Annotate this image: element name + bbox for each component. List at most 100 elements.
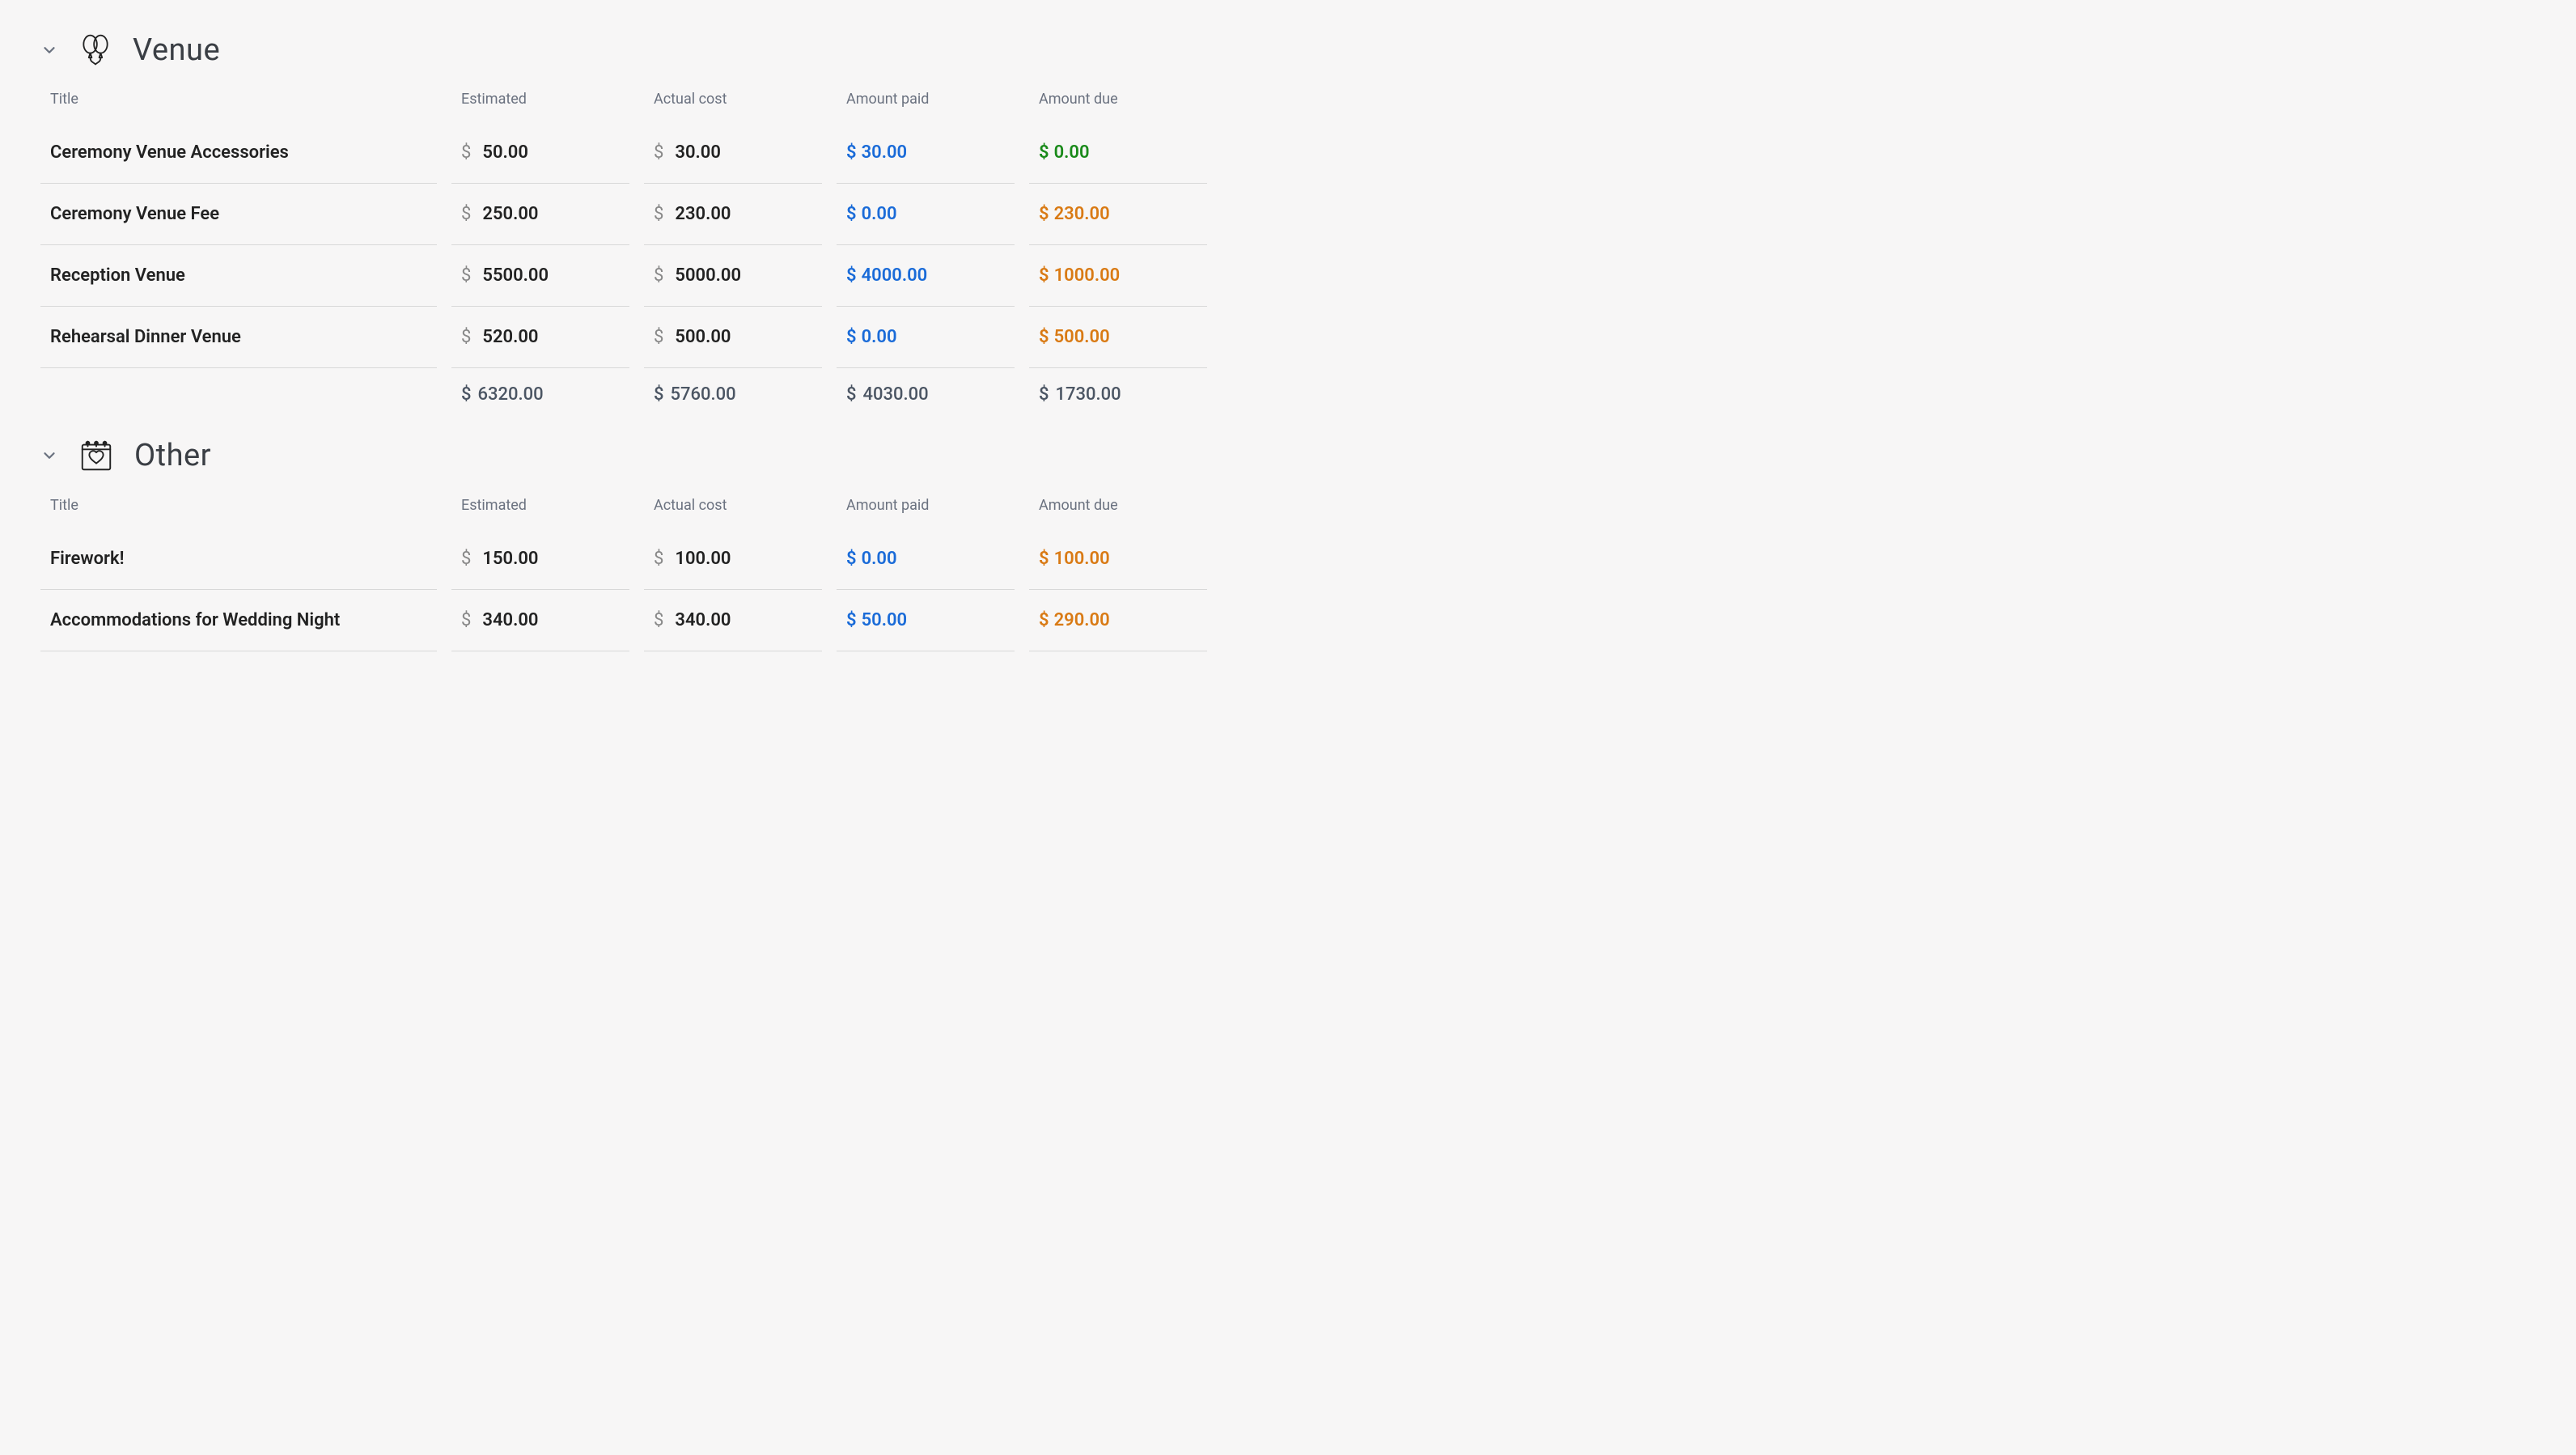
budget-grid: TitleEstimatedActual costAmount paidAmou…: [40, 91, 2536, 405]
dollar-sign: $: [1039, 384, 1049, 405]
dollar-sign: $: [461, 549, 471, 569]
row-paid[interactable]: $30.00: [837, 122, 1015, 184]
row-title[interactable]: Ceremony Venue Fee: [40, 184, 437, 245]
actual-value: 30.00: [675, 142, 721, 163]
estimated-value: 340.00: [482, 610, 538, 630]
column-header-estimated: Estimated: [451, 497, 629, 528]
estimated-value: 150.00: [482, 549, 538, 569]
chevron-down-icon[interactable]: [40, 41, 58, 59]
row-due[interactable]: $1000.00: [1029, 245, 1207, 307]
column-header-due: Amount due: [1029, 91, 1207, 122]
row-actual[interactable]: $100.00: [644, 528, 822, 590]
dollar-sign: $: [461, 384, 472, 405]
total-value: 5760.00: [671, 384, 736, 405]
paid-value: 4000.00: [862, 265, 928, 286]
dollar-sign: $: [654, 265, 663, 286]
row-estimated[interactable]: $520.00: [451, 307, 629, 368]
estimated-value: 520.00: [482, 327, 538, 347]
totals-spacer: [40, 379, 437, 395]
row-actual[interactable]: $230.00: [644, 184, 822, 245]
total-value: 6320.00: [478, 384, 544, 405]
row-due[interactable]: $230.00: [1029, 184, 1207, 245]
column-header-title: Title: [40, 497, 437, 528]
paid-value: 30.00: [862, 142, 908, 163]
dollar-sign: $: [461, 265, 471, 286]
actual-value: 340.00: [675, 610, 731, 630]
row-due[interactable]: $100.00: [1029, 528, 1207, 590]
due-value: 100.00: [1054, 549, 1110, 569]
total-value: 4030.00: [863, 384, 929, 405]
chevron-down-icon[interactable]: [40, 447, 58, 464]
column-header-due: Amount due: [1029, 497, 1207, 528]
total-paid: $4030.00: [837, 368, 1015, 405]
dollar-sign: $: [654, 384, 664, 405]
row-paid[interactable]: $0.00: [837, 307, 1015, 368]
section-title: Other: [134, 438, 211, 473]
dollar-sign: $: [654, 204, 663, 224]
actual-value: 5000.00: [675, 265, 741, 286]
column-header-title: Title: [40, 91, 437, 122]
calendar-heart-icon: [78, 437, 115, 474]
row-estimated[interactable]: $150.00: [451, 528, 629, 590]
row-estimated[interactable]: $340.00: [451, 590, 629, 651]
row-actual[interactable]: $30.00: [644, 122, 822, 184]
row-due[interactable]: $290.00: [1029, 590, 1207, 651]
total-value: 1730.00: [1056, 384, 1121, 405]
section-venue: VenueTitleEstimatedActual costAmount pai…: [40, 32, 2536, 405]
paid-value: 0.00: [862, 204, 897, 224]
due-value: 500.00: [1054, 327, 1110, 347]
actual-value: 230.00: [675, 204, 731, 224]
row-paid[interactable]: $50.00: [837, 590, 1015, 651]
row-estimated[interactable]: $50.00: [451, 122, 629, 184]
dollar-sign: $: [654, 327, 663, 347]
dollar-sign: $: [461, 327, 471, 347]
row-title[interactable]: Ceremony Venue Accessories: [40, 122, 437, 184]
budget-grid: Title Estimated Actual cost Amount paid Amou…: [40, 497, 2536, 651]
row-title[interactable]: Firework!: [40, 528, 437, 590]
due-value: 290.00: [1054, 610, 1110, 630]
dollar-sign: $: [1039, 610, 1049, 630]
row-paid[interactable]: $4000.00: [837, 245, 1015, 307]
dollar-sign: $: [654, 549, 663, 569]
paid-value: 0.00: [862, 549, 897, 569]
row-actual[interactable]: $340.00: [644, 590, 822, 651]
dollar-sign: $: [846, 265, 857, 286]
section-header: Other: [40, 437, 2536, 474]
total-estimated: $6320.00: [451, 368, 629, 405]
column-header-paid: Amount paid: [837, 91, 1015, 122]
row-paid[interactable]: $0.00: [837, 528, 1015, 590]
row-actual[interactable]: $500.00: [644, 307, 822, 368]
row-estimated[interactable]: $5500.00: [451, 245, 629, 307]
column-header-actual: Actual cost: [644, 497, 822, 528]
row-due[interactable]: $500.00: [1029, 307, 1207, 368]
estimated-value: 50.00: [482, 142, 528, 163]
estimated-value: 250.00: [482, 204, 538, 224]
row-title[interactable]: Accommodations for Wedding Night: [40, 590, 437, 651]
row-due[interactable]: $0.00: [1029, 122, 1207, 184]
section-header: Venue: [40, 32, 2536, 68]
due-value: 0.00: [1054, 142, 1090, 163]
column-header-paid: Amount paid: [837, 497, 1015, 528]
dollar-sign: $: [1039, 142, 1049, 163]
row-estimated[interactable]: $250.00: [451, 184, 629, 245]
row-paid[interactable]: $0.00: [837, 184, 1015, 245]
dollar-sign: $: [654, 142, 663, 163]
column-header-estimated: Estimated: [451, 91, 629, 122]
dollar-sign: $: [846, 327, 857, 347]
dollar-sign: $: [1039, 265, 1049, 286]
dollar-sign: $: [846, 142, 857, 163]
section-title: Venue: [133, 32, 220, 68]
dollar-sign: $: [461, 204, 471, 224]
dollar-sign: $: [846, 549, 857, 569]
actual-value: 100.00: [675, 549, 731, 569]
estimated-value: 5500.00: [482, 265, 549, 286]
total-actual: $5760.00: [644, 368, 822, 405]
dollar-sign: $: [1039, 204, 1049, 224]
balloons-icon: [78, 32, 113, 68]
row-title[interactable]: Rehearsal Dinner Venue: [40, 307, 437, 368]
row-actual[interactable]: $5000.00: [644, 245, 822, 307]
row-title[interactable]: Reception Venue: [40, 245, 437, 307]
budget-page: Venue Title Estimated Actual cost Amount pai…: [0, 0, 2576, 716]
dollar-sign: $: [654, 610, 663, 630]
due-value: 1000.00: [1054, 265, 1121, 286]
